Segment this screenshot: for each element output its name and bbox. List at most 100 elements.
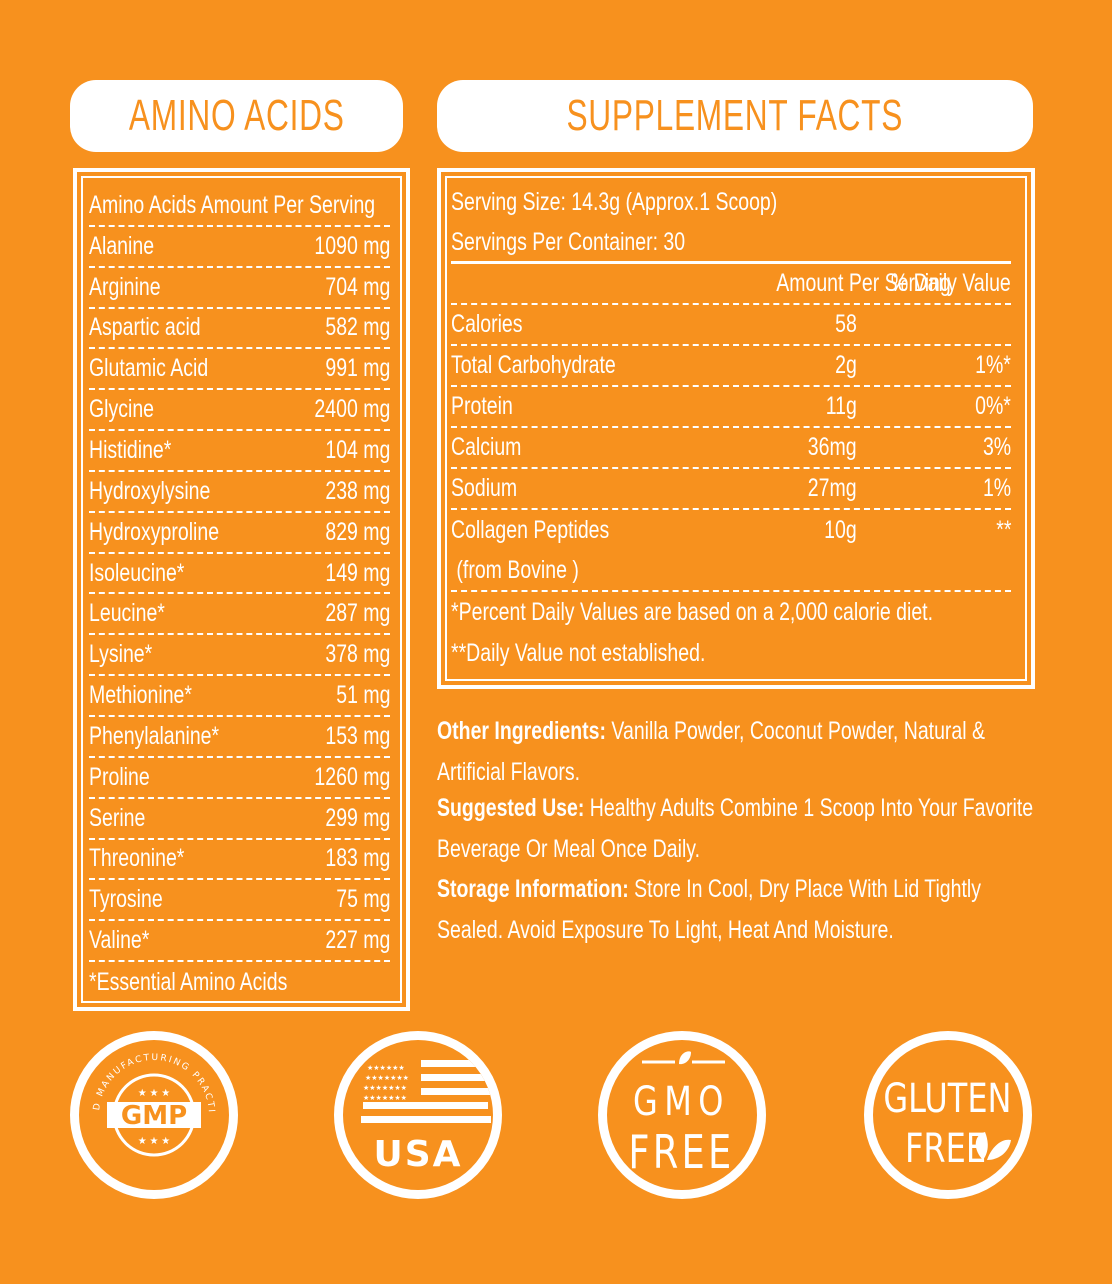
- amino-amount: 51 mg: [335, 681, 390, 710]
- supplement-facts-title-text: SUPPLEMENT FACTS: [566, 91, 904, 140]
- usa-badge-text: USA: [373, 1134, 462, 1175]
- amino-amount: 299 mg: [324, 803, 390, 832]
- amino-row: Tyrosine 75 mg: [89, 880, 390, 922]
- amino-name: Arginine: [89, 272, 161, 301]
- amino-name: Threonine*: [89, 844, 185, 873]
- amino-name: Glycine: [89, 395, 155, 424]
- collagen-source: (from Bovine ): [451, 556, 579, 584]
- nutrient-name: Sodium: [451, 474, 518, 502]
- amino-amount: 104 mg: [324, 435, 390, 464]
- amino-amount: 829 mg: [324, 517, 390, 546]
- supplement-rows: Calories 58 Total Carbohydrate 2g 1%* Protein…: [451, 305, 1011, 592]
- amino-name: Serine: [89, 803, 146, 832]
- amino-name: Leucine*: [89, 599, 165, 628]
- amino-footnote-row: *Essential Amino Acids: [89, 962, 390, 1003]
- nutrient-amount: 11g: [825, 392, 857, 420]
- other-ingredients-text: Vanilla Powder, Coconut Powder, Natural …: [437, 717, 986, 786]
- gmo-free-badge: GMO FREE: [598, 1031, 766, 1199]
- servings-per-container: Servings Per Container: 30: [451, 227, 686, 256]
- gmo-badge-line1: GMO: [633, 1077, 730, 1124]
- gmo-free-icon: GMO FREE: [628, 1051, 734, 1179]
- nutrient-daily-value: 1%: [982, 474, 1011, 502]
- amino-amount: 1260 mg: [314, 762, 390, 791]
- usa-badge: ★★★★★★ ★★★★★★★ ★★★★★★★ ★★★★★★★ USA: [334, 1031, 502, 1199]
- supplement-row: Calories 58: [451, 305, 1011, 346]
- amino-name: Alanine: [89, 231, 155, 260]
- amino-header-text: Amino Acids Amount Per Serving: [89, 190, 376, 219]
- amino-name: Hydroxylysine: [89, 476, 211, 505]
- amino-name: Phenylalanine*: [89, 721, 220, 750]
- note2-row: **Daily Value not established.: [451, 633, 1011, 674]
- amino-row: Isoleucine* 149 mg: [89, 554, 390, 595]
- gmp-seal-icon: GOOD MANUFACTURING PRACTICES GMP ★ ★ ★ ★…: [79, 1040, 214, 1157]
- nutrient-name: Calories: [451, 310, 523, 338]
- nutrient-name: Protein: [451, 392, 513, 420]
- nutrient-amount: 2g: [834, 351, 857, 379]
- amino-amount: 2400 mg: [314, 395, 390, 424]
- svg-text:★★★★★★★: ★★★★★★★: [363, 1094, 407, 1102]
- leaves-icon: [975, 1132, 1011, 1160]
- amino-row: Hydroxyproline 829 mg: [89, 513, 390, 554]
- amino-amount: 378 mg: [324, 640, 390, 669]
- svg-text:★★★★★★★: ★★★★★★★: [365, 1074, 409, 1082]
- amino-row: Serine 299 mg: [89, 799, 390, 840]
- gluten-free-badge: GLUTEN FREE: [864, 1031, 1032, 1199]
- amino-acids-table: Amino Acids Amount Per Serving Alanine 10…: [73, 168, 410, 1011]
- amino-acids-title: AMINO ACIDS: [70, 80, 403, 152]
- amino-name: Aspartic acid: [89, 313, 201, 342]
- other-ingredients-label: Other Ingredients:: [437, 717, 607, 745]
- nutrient-name: Collagen Peptides: [451, 516, 610, 544]
- supplement-header-row: Amount Per Serving % Daily Value: [451, 264, 1011, 305]
- amino-amount: 149 mg: [324, 558, 390, 587]
- amino-name: Methionine*: [89, 681, 192, 710]
- amino-name: Isoleucine*: [89, 558, 185, 587]
- amino-name: Glutamic Acid: [89, 354, 209, 383]
- amino-name: Lysine*: [89, 640, 153, 669]
- amino-row: Lysine* 378 mg: [89, 635, 390, 677]
- amino-name: Proline: [89, 762, 150, 791]
- amino-amount: 238 mg: [324, 476, 390, 505]
- amino-header-row: Amino Acids Amount Per Serving: [89, 186, 390, 227]
- amino-amount: 75 mg: [335, 885, 390, 914]
- leaf-icon: [679, 1051, 691, 1065]
- supplement-row: Sodium 27mg 1%: [451, 469, 1011, 510]
- svg-text:★★★★★★★: ★★★★★★★: [363, 1084, 407, 1092]
- amino-amount: 287 mg: [324, 599, 390, 628]
- amino-row: Valine* 227 mg: [89, 921, 390, 963]
- suggested-use-label: Suggested Use:: [437, 794, 585, 822]
- nutrient-amount: 10g: [824, 516, 857, 544]
- nutrient-daily-value: **: [995, 516, 1011, 544]
- servings-per-container-row: Servings Per Container: 30: [451, 223, 1011, 264]
- gluten-badge-line2: FREE: [905, 1124, 986, 1171]
- note1-row: *Percent Daily Values are based on a 2,0…: [451, 592, 1011, 633]
- amino-amount: 227 mg: [324, 926, 390, 955]
- supplement-row: Total Carbohydrate 2g 1%*: [451, 346, 1011, 387]
- amino-row: Glycine 2400 mg: [89, 390, 390, 432]
- amino-row: Methionine* 51 mg: [89, 676, 390, 717]
- amino-row: Histidine* 104 mg: [89, 431, 390, 472]
- amino-amount: 704 mg: [324, 272, 390, 301]
- amino-row: Leucine* 287 mg: [89, 594, 390, 636]
- svg-text:★★★★★★: ★★★★★★: [367, 1064, 405, 1072]
- nutrient-daily-value: 3%: [982, 433, 1011, 461]
- gmp-badge: GOOD MANUFACTURING PRACTICES GMP ★ ★ ★ ★…: [70, 1031, 238, 1199]
- suggested-use-text: Healthy Adults Combine 1 Scoop Into Your…: [437, 794, 1034, 863]
- amino-row: Proline 1260 mg: [89, 758, 390, 799]
- gmo-badge-line2: FREE: [628, 1125, 734, 1179]
- nutrient-daily-value: 1%*: [975, 351, 1011, 379]
- amino-name: Valine*: [89, 926, 150, 955]
- nutrient-amount: 58: [834, 310, 857, 338]
- amino-rows: Alanine 1090 mg Arginine 704 mg Aspartic aci…: [89, 227, 390, 963]
- daily-value-note: *Percent Daily Values are based on a 2,0…: [451, 598, 934, 626]
- svg-text:★ ★ ★: ★ ★ ★: [138, 1136, 170, 1147]
- serving-size-row: Serving Size: 14.3g (Approx.1 Scoop): [451, 182, 1011, 223]
- amino-row: Aspartic acid 582 mg: [89, 309, 390, 350]
- amino-footnote: *Essential Amino Acids: [89, 967, 288, 996]
- amino-name: Hydroxyproline: [89, 517, 220, 546]
- amino-amount: 183 mg: [324, 844, 390, 873]
- amino-amount: 991 mg: [324, 354, 390, 383]
- collagen-source-row: (from Bovine ): [451, 551, 1011, 592]
- amino-row: Hydroxylysine 238 mg: [89, 472, 390, 513]
- usa-flag-icon: ★★★★★★ ★★★★★★★ ★★★★★★★ ★★★★★★★ USA: [361, 1060, 491, 1175]
- amino-row: Alanine 1090 mg: [89, 227, 390, 268]
